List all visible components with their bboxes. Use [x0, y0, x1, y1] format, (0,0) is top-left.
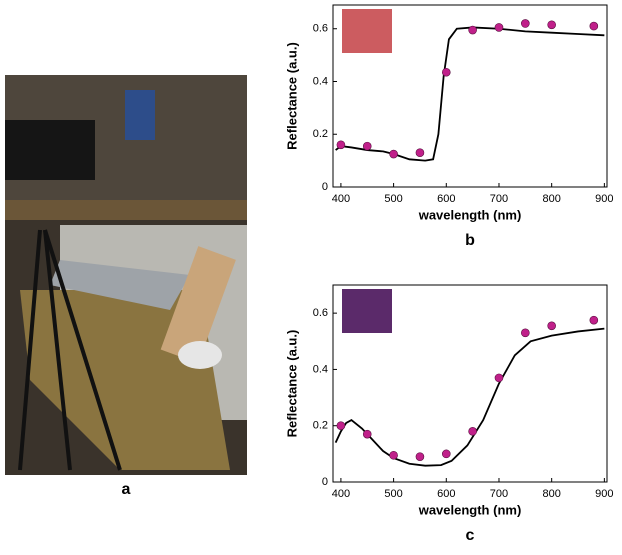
- photo: [5, 75, 247, 475]
- y-tick-label: 0.4: [313, 75, 328, 87]
- x-tick-label: 600: [437, 488, 455, 500]
- y-axis-title: Reflectance (a.u.): [284, 42, 299, 150]
- point: [547, 20, 556, 30]
- x-tick-label: 400: [332, 488, 350, 500]
- swatch: [342, 289, 392, 333]
- y-tick-label: 0.6: [313, 307, 328, 319]
- plot-frame: [332, 4, 608, 188]
- point: [336, 421, 346, 431]
- point: [389, 450, 398, 460]
- point: [468, 427, 477, 436]
- panel-label: a: [122, 481, 131, 498]
- point: [547, 321, 556, 331]
- y-tick-label: 0.2: [313, 420, 328, 432]
- x-tick-label: 900: [595, 193, 613, 205]
- point: [362, 429, 372, 439]
- point: [441, 67, 451, 77]
- x-tick-label: 900: [595, 488, 613, 500]
- x-tick-label: 700: [490, 488, 508, 500]
- point: [521, 328, 530, 338]
- x-tick-label: 500: [384, 488, 402, 500]
- x-tick-label: 500: [384, 193, 402, 205]
- x-tick-label: 800: [542, 488, 560, 500]
- point: [589, 21, 599, 31]
- point: [362, 141, 372, 151]
- y-axis-title: Reflectance (a.u.): [284, 330, 299, 438]
- x-axis-title: wavelength (nm): [418, 207, 522, 222]
- point: [336, 140, 346, 150]
- x-tick-label: 800: [542, 193, 560, 205]
- curve: [334, 327, 605, 467]
- point: [468, 25, 477, 35]
- point: [441, 449, 451, 459]
- point: [415, 148, 425, 158]
- y-tick-label: 0.6: [313, 23, 328, 35]
- y-tick-label: 0.2: [313, 128, 328, 140]
- point: [389, 149, 398, 159]
- point: [521, 19, 530, 28]
- point: [494, 23, 504, 32]
- point: [415, 452, 425, 461]
- panel-label: c: [466, 527, 475, 544]
- y-tick-label: 0: [322, 476, 328, 488]
- point: [589, 315, 599, 325]
- y-tick-label: 0.4: [313, 363, 328, 375]
- swatch: [342, 9, 392, 53]
- x-tick-label: 600: [437, 193, 455, 205]
- plot-frame: [332, 284, 608, 483]
- panel-label: b: [465, 232, 475, 249]
- x-tick-label: 700: [490, 193, 508, 205]
- x-axis-title: wavelength (nm): [418, 502, 522, 517]
- y-tick-label: 0: [322, 181, 328, 193]
- point: [494, 373, 504, 383]
- x-tick-label: 400: [332, 193, 350, 205]
